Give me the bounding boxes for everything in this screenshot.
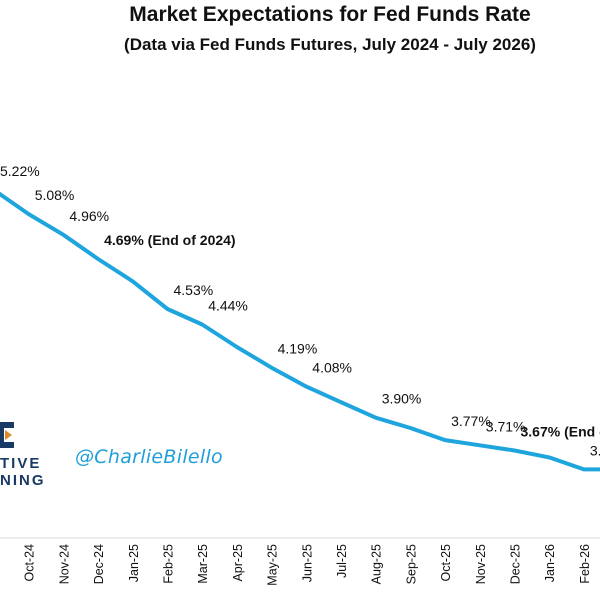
x-tick-label: Feb-25 [162, 544, 176, 584]
data-label: 4.44% [208, 298, 248, 314]
x-tick-labels: Oct-24 Nov-24 Dec-24 Jan-25 Feb-25 Mar-25 Apr-… [23, 544, 592, 586]
data-label: 3.71% [486, 418, 526, 434]
x-tick-label: Oct-25 [439, 544, 453, 582]
x-tick-label: Jul-25 [335, 544, 349, 578]
x-tick-label: Mar-25 [196, 544, 210, 584]
x-tick-label: Jun-25 [300, 544, 314, 582]
data-label: 4.69% (End of 2024) [104, 232, 236, 248]
logo-icon [0, 422, 14, 448]
data-label: 4.08% [312, 360, 352, 376]
data-label: 5.08% [35, 187, 75, 203]
x-tick-label: Jan-26 [543, 544, 557, 582]
data-label: 4.96% [69, 208, 109, 224]
x-tick-label: Dec-24 [92, 544, 106, 584]
x-tick-label: Dec-25 [509, 544, 523, 584]
x-tick-label: Nov-25 [474, 544, 488, 584]
x-tick-label: Jan-25 [127, 544, 141, 582]
data-labels: 5.22%5.08%4.96%4.69% (End of 2024)4.53%4… [0, 163, 600, 458]
x-tick-label: Aug-25 [370, 544, 384, 584]
x-tick-label: Apr-25 [231, 544, 245, 582]
data-label: 3.90% [382, 391, 422, 407]
logo-text-top: TIVE [0, 455, 42, 472]
data-label: 3.67% (End o [521, 424, 600, 440]
x-tick-label: Feb-26 [578, 544, 592, 584]
chart-title: Market Expectations for Fed Funds Rate [129, 3, 531, 26]
x-tick-label: Oct-24 [23, 544, 37, 582]
author-handle: @CharlieBilello [75, 446, 223, 468]
chart-subtitle: (Data via Fed Funds Futures, July 2024 -… [124, 35, 536, 54]
x-tick-label: Sep-25 [404, 544, 418, 584]
series-line-group [0, 191, 600, 472]
data-label: 4.53% [174, 282, 214, 298]
series-line [0, 191, 600, 472]
x-tick-label: May-25 [266, 544, 280, 586]
data-label: 5.22% [0, 163, 40, 179]
data-label: 3.60% [590, 442, 600, 458]
data-label: 4.19% [278, 341, 318, 357]
data-label: 3.77% [451, 413, 491, 429]
logo-text-bottom: NING [0, 472, 46, 489]
x-tick-label: Nov-24 [57, 544, 71, 584]
